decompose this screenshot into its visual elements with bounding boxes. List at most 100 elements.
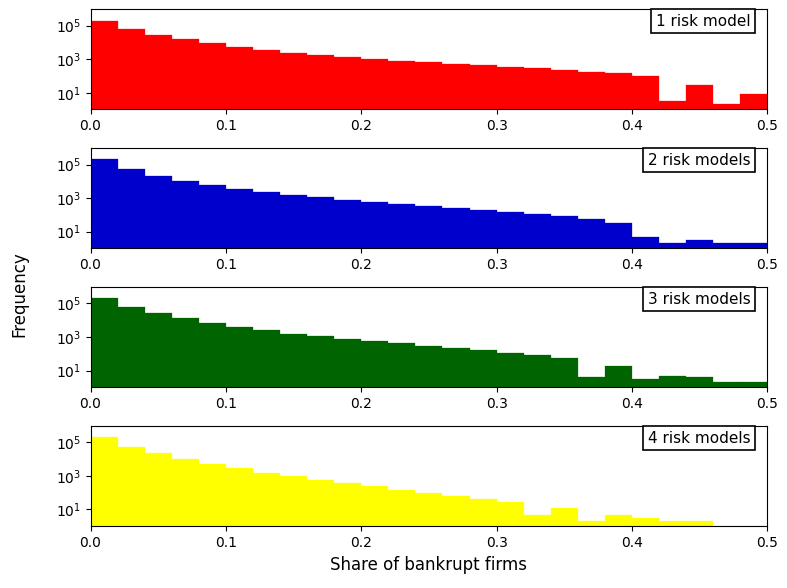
Bar [145, 176, 172, 588]
X-axis label: Share of bankrupt firms: Share of bankrupt firms [331, 556, 527, 573]
Text: 1 risk model: 1 risk model [656, 14, 750, 29]
Bar [632, 379, 659, 588]
Bar [117, 447, 145, 588]
Bar [686, 377, 713, 588]
Bar [117, 169, 145, 588]
Bar [388, 61, 416, 588]
Bar [307, 198, 334, 588]
Bar [686, 85, 713, 588]
Bar [442, 348, 470, 588]
Bar [659, 102, 686, 588]
Bar [659, 376, 686, 588]
Bar [199, 323, 226, 588]
Bar [442, 208, 470, 588]
Bar [307, 480, 334, 588]
Bar [741, 243, 767, 588]
Bar [117, 29, 145, 588]
Bar [470, 65, 497, 588]
Text: 4 risk models: 4 risk models [648, 430, 750, 446]
Bar [172, 459, 199, 588]
Bar [632, 76, 659, 588]
Bar [659, 243, 686, 588]
Bar [280, 53, 307, 588]
Bar [470, 210, 497, 588]
Bar [416, 62, 442, 588]
Bar [659, 521, 686, 588]
Bar [253, 192, 280, 588]
Bar [226, 46, 253, 588]
Bar [226, 189, 253, 588]
Bar [551, 508, 578, 588]
Bar [145, 313, 172, 588]
Bar [199, 464, 226, 588]
Bar [416, 206, 442, 588]
Bar [605, 366, 632, 588]
Text: 3 risk models: 3 risk models [648, 292, 750, 307]
Bar [253, 330, 280, 588]
Bar [172, 39, 199, 588]
Bar [523, 214, 551, 588]
Bar [551, 70, 578, 588]
Bar [578, 377, 605, 588]
Bar [388, 343, 416, 588]
Bar [361, 341, 388, 588]
Bar [145, 35, 172, 588]
Bar [686, 521, 713, 588]
Bar [145, 453, 172, 588]
Bar [686, 240, 713, 588]
Bar [91, 298, 117, 588]
Bar [523, 514, 551, 588]
Bar [334, 200, 361, 588]
Bar [334, 57, 361, 588]
Bar [523, 355, 551, 588]
Bar [91, 21, 117, 588]
Bar [741, 382, 767, 588]
Bar [442, 64, 470, 588]
Bar [416, 346, 442, 588]
Bar [91, 159, 117, 588]
Bar [280, 333, 307, 588]
Bar [605, 514, 632, 588]
Bar [497, 502, 523, 588]
Bar [470, 499, 497, 588]
Bar [497, 212, 523, 588]
Bar [334, 483, 361, 588]
Bar [416, 493, 442, 588]
Bar [172, 318, 199, 588]
Bar [280, 476, 307, 588]
Bar [578, 72, 605, 588]
Bar [307, 336, 334, 588]
Bar [253, 50, 280, 588]
Text: 2 risk models: 2 risk models [648, 153, 750, 168]
Bar [497, 353, 523, 588]
Bar [226, 469, 253, 588]
Bar [713, 526, 741, 588]
Bar [91, 437, 117, 588]
Bar [470, 350, 497, 588]
Bar [632, 237, 659, 588]
Bar [523, 68, 551, 588]
Bar [307, 55, 334, 588]
Bar [280, 195, 307, 588]
Bar [551, 216, 578, 588]
Bar [361, 486, 388, 588]
Bar [442, 496, 470, 588]
Bar [605, 74, 632, 588]
Bar [632, 518, 659, 588]
Bar [388, 490, 416, 588]
Text: Frequency: Frequency [11, 251, 28, 337]
Bar [578, 219, 605, 588]
Bar [578, 521, 605, 588]
Bar [713, 382, 741, 588]
Bar [388, 204, 416, 588]
Bar [199, 43, 226, 588]
Bar [741, 94, 767, 588]
Bar [361, 59, 388, 588]
Bar [361, 202, 388, 588]
Bar [334, 339, 361, 588]
Bar [226, 327, 253, 588]
Bar [741, 526, 767, 588]
Bar [551, 358, 578, 588]
Bar [117, 307, 145, 588]
Bar [497, 67, 523, 588]
